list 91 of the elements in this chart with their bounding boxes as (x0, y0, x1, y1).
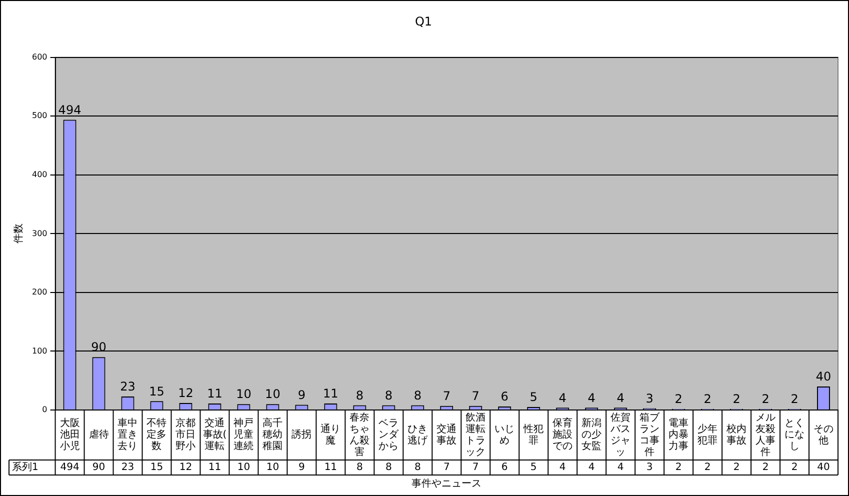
data-label: 494 (60, 462, 80, 474)
y-tick-label: 0 (42, 405, 48, 414)
x-tick-label: 通り魔 (320, 422, 341, 446)
annotation: 7 (472, 389, 480, 404)
data-label: 2 (704, 462, 711, 474)
annotation: 2 (790, 392, 798, 406)
x-tick-label: 誘拐 (292, 428, 312, 441)
y-tick-label: 600 (32, 52, 48, 62)
x-tick-label: 新潟の少女監 (582, 417, 602, 452)
annotation: 8 (414, 388, 422, 402)
y-tick-label: 200 (32, 288, 48, 297)
x-tick-label: ベランダから (378, 418, 400, 452)
data-label: 11 (208, 462, 222, 474)
annotation: 4 (616, 390, 624, 405)
annotation: 5 (530, 390, 538, 404)
data-label: 15 (150, 462, 164, 474)
data-label: 6 (501, 462, 508, 474)
x-tick-label: 保育施設での (552, 417, 573, 452)
x-tick-label: 春奈ちゃん殺害 (350, 412, 370, 458)
annotation: 2 (704, 392, 712, 406)
x-tick-label: 京都市日野小 (176, 417, 196, 452)
x-tick-label: 虐待 (88, 428, 109, 441)
chart-title: Q1 (414, 14, 432, 28)
y-tick-label: 300 (32, 228, 48, 238)
data-label: 10 (266, 462, 280, 474)
annotation: 15 (149, 384, 164, 398)
annotation: 7 (442, 389, 450, 404)
annotation: 2 (762, 392, 770, 406)
y-axis-title: 件数 (14, 224, 25, 244)
x-tick-label: とくになし (784, 418, 805, 452)
x-tick-label: ひき逃げ (408, 424, 429, 446)
x-tick-label: 車中置き去り (118, 417, 138, 452)
x-tick-label: メル友殺人事件 (756, 412, 776, 458)
text: 系列1 (12, 461, 38, 474)
annotation: 4 (588, 390, 596, 405)
annotation: 9 (298, 388, 306, 402)
x-tick-label: 佐賀バスジャッ (610, 411, 631, 458)
data-label: 10 (237, 462, 250, 474)
data-label: 2 (762, 462, 769, 474)
x-axis-title: 事件やニュース (412, 478, 482, 490)
data-label: 2 (791, 462, 798, 474)
annotation: 494 (58, 102, 82, 117)
x-tick-label: 交通事故(運転 (202, 417, 227, 452)
annotation: 2 (674, 392, 682, 406)
data-label: 11 (324, 462, 338, 474)
annotation: 8 (356, 388, 364, 402)
x-tick-label: 校内事故 (726, 422, 747, 446)
annotation: 40 (816, 370, 832, 384)
x-tick-label: 神戸児童連続 (234, 417, 254, 452)
data-label: 7 (443, 462, 450, 474)
data-label: 2 (675, 462, 682, 474)
x-tick-label: 交通事故 (436, 422, 457, 446)
x-tick-label: 少年犯罪 (698, 422, 718, 446)
annotation: 6 (500, 390, 508, 404)
data-label: 3 (646, 462, 653, 474)
data-label: 90 (92, 462, 106, 474)
data-label: 2 (733, 462, 740, 474)
x-tick-label: その他 (814, 424, 834, 446)
data-label: 8 (356, 462, 363, 474)
x-tick-label: 大阪池田小児 (60, 417, 80, 452)
annotation: 11 (323, 386, 338, 401)
annotation: 23 (120, 380, 136, 394)
x-tick-label: 不特定多数 (146, 417, 167, 452)
y-tick-label: 100 (32, 346, 48, 356)
annotation: 10 (265, 387, 280, 402)
data-label: 4 (588, 462, 595, 474)
x-tick-label: 性犯罪 (522, 422, 544, 446)
y-tick-label: 500 (32, 111, 48, 120)
data-label: 23 (121, 462, 134, 474)
annotation: 4 (558, 390, 566, 405)
annotation: 2 (732, 392, 740, 406)
annotation: 11 (207, 386, 222, 401)
annotation: 3 (646, 391, 654, 406)
x-tick-label: 箱ブランコ事件 (640, 411, 661, 458)
annotation: 8 (384, 388, 392, 402)
data-label: 8 (414, 462, 421, 474)
data-label: 8 (385, 462, 392, 474)
annotation: 12 (178, 386, 194, 400)
data-label: 7 (472, 462, 479, 474)
data-label: 4 (617, 462, 624, 474)
data-label: 12 (179, 462, 192, 474)
data-label: 9 (298, 462, 305, 474)
x-tick-label: 電車内暴力事 (668, 417, 689, 452)
y-tick-label: 400 (32, 170, 48, 180)
data-label: 40 (817, 462, 830, 474)
x-tick-label: いじめ (494, 424, 515, 446)
data-label: 4 (559, 462, 566, 474)
x-tick-label: 飲酒運転トラック (466, 411, 486, 458)
data-label: 5 (530, 462, 537, 474)
annotation: 10 (236, 387, 252, 402)
x-tick-label: 高千穂幼稚園 (262, 417, 283, 452)
